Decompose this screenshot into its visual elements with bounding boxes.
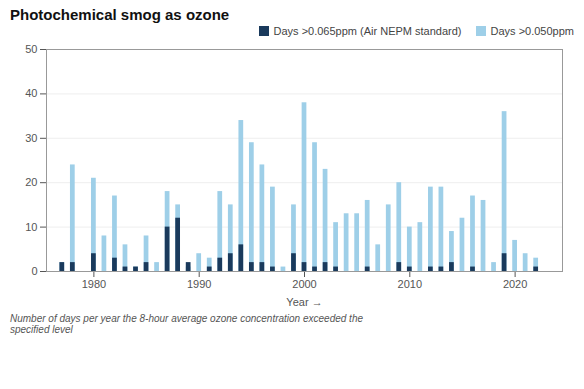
svg-text:20: 20: [25, 176, 37, 188]
svg-text:0: 0: [31, 265, 37, 277]
svg-text:1990: 1990: [187, 278, 211, 290]
svg-text:2010: 2010: [398, 278, 422, 290]
svg-text:Year →: Year →: [286, 296, 322, 308]
svg-text:50: 50: [25, 43, 37, 55]
html-text:Photochemical smog as ozone: Photochemical smog as ozone: [10, 6, 230, 23]
svg-text:40: 40: [25, 87, 37, 99]
html-text:Days >0.050ppm: Days >0.050ppm: [490, 25, 574, 37]
html-text:Number of days per year the 8-: Number of days per year the 8-hour avera…: [10, 313, 363, 335]
svg-text:2020: 2020: [503, 278, 527, 290]
svg-text:2000: 2000: [292, 278, 316, 290]
html-text:Days >0.065ppm (Air NEPM stand: Days >0.065ppm (Air NEPM standard): [273, 25, 462, 37]
svg-text:1980: 1980: [82, 278, 106, 290]
svg-text:10: 10: [25, 221, 37, 233]
svg-text:30: 30: [25, 132, 37, 144]
